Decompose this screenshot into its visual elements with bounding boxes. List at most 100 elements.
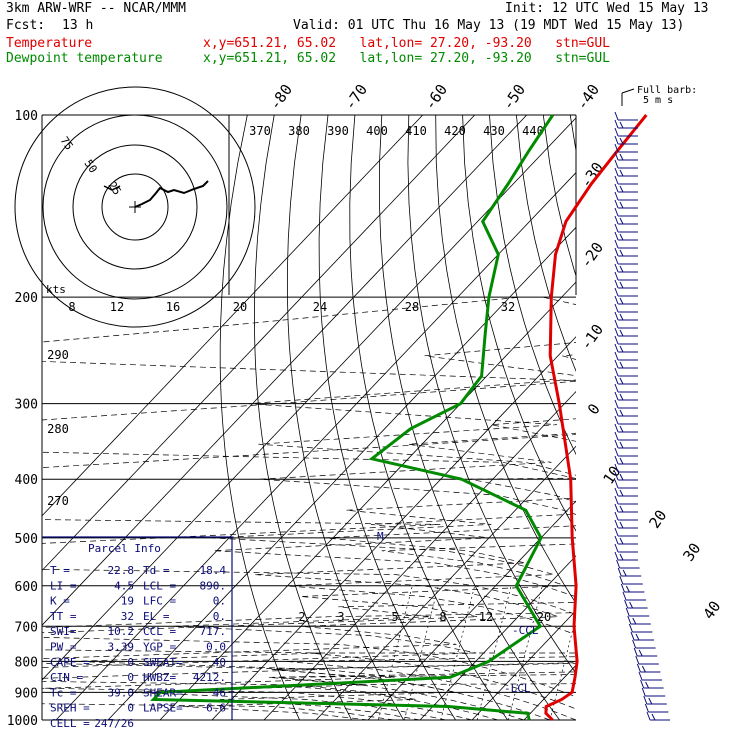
panel-row-value: 0. [213, 595, 226, 608]
barb-feather [629, 601, 634, 609]
wind-barb [614, 351, 638, 361]
theta-label: 370 [249, 124, 271, 138]
wind-barb [614, 247, 638, 257]
hodo-ring [42, 114, 228, 300]
barb-feather [614, 279, 619, 289]
mixing-ratio-label: 8 [439, 610, 446, 624]
barb-feather [614, 495, 619, 505]
panel-row-value: 0 [127, 656, 134, 669]
hodo-ring-label: 50 [82, 157, 100, 175]
panel-row-label: Tc = [50, 686, 77, 699]
barb-feather [619, 553, 624, 561]
isotherm-label: -40 [573, 81, 603, 114]
dry-adiabat [435, 115, 576, 605]
barb-feather [614, 335, 619, 345]
wind-barb [614, 535, 638, 545]
panel-row-label: SWEAT= [143, 656, 183, 669]
wind-barb [614, 287, 638, 297]
theta-label: 410 [405, 124, 427, 138]
init-time: Init: 12 UTC Wed 15 May 13 [505, 1, 709, 16]
barb-feather [614, 375, 619, 385]
barb-feather [614, 223, 619, 233]
wind-barbs: Full barb:5 m s [614, 85, 697, 721]
barb-feather [614, 175, 619, 185]
barb-feather [616, 559, 621, 569]
temperature-location: x,y=651.21, 65.02 lat,lon= 27.20, -93.20… [203, 36, 610, 51]
barb-feather [619, 409, 624, 417]
theta-label: 400 [366, 124, 388, 138]
barb-feather [614, 303, 619, 313]
barb-feather [614, 327, 619, 337]
barb-feather [614, 119, 619, 129]
dry-adiabat-label: 270 [47, 494, 69, 508]
barb-feather [619, 473, 624, 481]
panel-row-label: CIN = [50, 671, 83, 684]
barb-feather [614, 159, 619, 169]
wind-barb [630, 631, 654, 641]
isotherm-label: -50 [499, 81, 529, 114]
mixing-ratio-label: 12 [479, 610, 493, 624]
panel-row-label: CAPE = [50, 656, 90, 669]
panel-row-label: LFC = [143, 595, 176, 608]
hodo-speed-label: 12 [110, 300, 124, 314]
wind-barb [624, 599, 648, 609]
kts-label: kts [46, 283, 66, 296]
pressure-label: 100 [15, 109, 38, 124]
barb-feather [645, 681, 650, 689]
barb-feather [619, 265, 624, 273]
wind-barb [614, 367, 638, 377]
valid-time: Valid: 01 UTC Thu 16 May 13 (19 MDT Wed … [293, 18, 685, 33]
barb-feather [619, 441, 624, 449]
barb-feather [619, 377, 624, 385]
dry-adiabat [462, 115, 576, 532]
hodo-speed-label: 16 [166, 300, 180, 314]
isotherm-label: 40 [699, 598, 724, 623]
wind-barb [614, 335, 638, 345]
wind-barb [614, 463, 638, 473]
wind-barb [614, 375, 638, 385]
barb-feather [619, 249, 624, 257]
barb-title: Full barb: [637, 85, 697, 96]
barb-feather [614, 543, 619, 553]
wind-barb [614, 159, 638, 169]
pressure-label: 900 [15, 686, 38, 701]
barb-feather [614, 215, 619, 225]
wind-barb [614, 423, 638, 433]
panel-row-value: 0. [213, 610, 226, 623]
barb-feather [619, 521, 624, 529]
mixing-ratio-line [476, 585, 512, 720]
mixing-ratio-label: 20 [537, 610, 551, 624]
barb-feather [614, 479, 619, 489]
wind-barb [635, 655, 659, 665]
wind-barb [614, 447, 638, 457]
wind-barb [614, 543, 638, 553]
panel-row-label: EL = [143, 610, 170, 623]
dry-adiabat [678, 115, 740, 720]
dry-adiabat [516, 115, 576, 372]
dry-adiabat [569, 115, 576, 154]
barb-feather [614, 399, 619, 409]
barb-feather [614, 471, 619, 481]
pressure-label: 700 [15, 620, 38, 635]
dry-adiabat [705, 115, 740, 720]
panel-row-label: K = [50, 595, 70, 608]
wind-barb [632, 639, 656, 649]
barb-feather [638, 671, 643, 681]
hodo-trace [134, 180, 209, 208]
panel-row-label: SHEAR= [143, 686, 183, 699]
barb-feather [625, 585, 630, 593]
panel-row-label: LAPSE= [143, 702, 183, 715]
moist-adiabat [286, 477, 576, 720]
barb-feather [614, 135, 619, 145]
panel-row-label: SWI= [50, 625, 77, 638]
wind-barb [614, 519, 638, 529]
dry-adiabat-label: 280 [47, 422, 69, 436]
wind-barb [614, 263, 638, 273]
theta-label: 380 [288, 124, 310, 138]
wind-barb [627, 615, 651, 625]
isotherm [42, 117, 576, 681]
wind-barb [617, 567, 642, 577]
ccl-marker: -CCL [512, 624, 539, 637]
theta-label: 390 [327, 124, 349, 138]
